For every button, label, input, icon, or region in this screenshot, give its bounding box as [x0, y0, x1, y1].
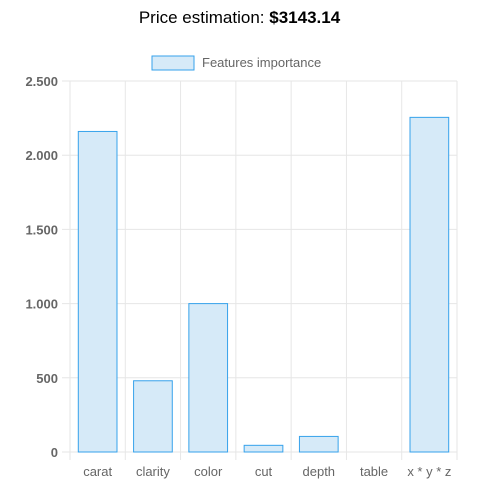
- y-tick-label: 0: [51, 445, 58, 460]
- x-tick-label: x * y * z: [407, 464, 451, 479]
- y-tick-label: 1.500: [25, 222, 58, 237]
- y-tick-label: 500: [36, 371, 58, 386]
- x-tick-label: table: [360, 464, 388, 479]
- bar-clarity: [133, 380, 173, 453]
- bar-color: [188, 303, 229, 453]
- x-tick-label: carat: [83, 464, 112, 479]
- legend-swatch: [151, 55, 195, 71]
- bar-cut: [243, 444, 284, 453]
- y-tick-label: 2.500: [25, 74, 58, 89]
- bar-depth: [298, 435, 339, 453]
- bars: [77, 116, 450, 453]
- bar-carat: [77, 130, 118, 453]
- bar-x-y-z: [409, 116, 450, 453]
- y-tick-label: 2.000: [25, 148, 58, 163]
- x-tick-label: cut: [255, 464, 273, 479]
- legend-label: Features importance: [202, 55, 321, 70]
- x-axis: carat clarity color cut depth table x * y * z: [83, 464, 451, 479]
- x-tick-label: color: [194, 464, 223, 479]
- x-tick-label: clarity: [136, 464, 170, 479]
- price-value: $3143.14: [269, 8, 341, 27]
- y-tick-label: 1.000: [25, 297, 58, 312]
- price-estimation-title: Price estimation: $3143.14: [0, 8, 479, 28]
- legend[interactable]: Features importance: [151, 55, 321, 71]
- grid-lines: [62, 80, 458, 460]
- y-axis: 0 500 1.000 1.500 2.000 2.500: [25, 74, 58, 460]
- x-tick-label: depth: [303, 464, 336, 479]
- price-label: Price estimation:: [138, 8, 265, 27]
